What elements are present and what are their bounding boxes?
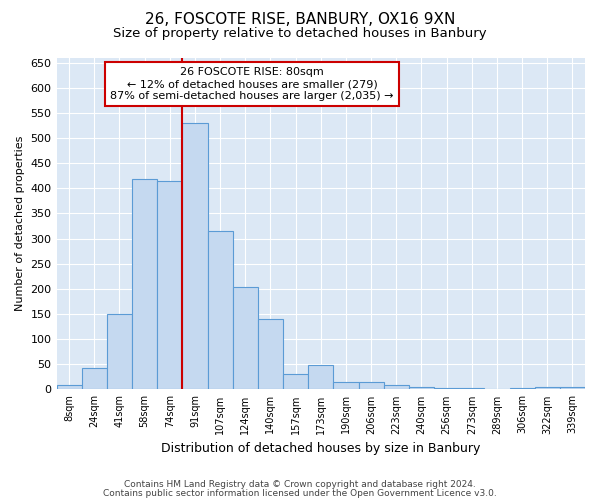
Bar: [283, 374, 308, 390]
Text: 26, FOSCOTE RISE, BANBURY, OX16 9XN: 26, FOSCOTE RISE, BANBURY, OX16 9XN: [145, 12, 455, 28]
Bar: [308, 366, 334, 390]
Bar: [409, 387, 434, 390]
Bar: [82, 368, 107, 390]
Bar: [509, 388, 535, 390]
Bar: [434, 388, 459, 390]
Bar: [157, 180, 182, 390]
Bar: [535, 387, 560, 390]
Bar: [334, 382, 359, 390]
X-axis label: Distribution of detached houses by size in Banbury: Distribution of detached houses by size …: [161, 442, 481, 455]
Bar: [383, 386, 409, 390]
Bar: [560, 387, 585, 390]
Text: Size of property relative to detached houses in Banbury: Size of property relative to detached ho…: [113, 28, 487, 40]
Bar: [359, 382, 383, 390]
Bar: [56, 386, 82, 390]
Bar: [233, 288, 258, 390]
Bar: [208, 231, 233, 390]
Bar: [459, 388, 484, 390]
Text: Contains HM Land Registry data © Crown copyright and database right 2024.: Contains HM Land Registry data © Crown c…: [124, 480, 476, 489]
Bar: [182, 123, 208, 390]
Text: Contains public sector information licensed under the Open Government Licence v3: Contains public sector information licen…: [103, 488, 497, 498]
Bar: [107, 314, 132, 390]
Bar: [132, 179, 157, 390]
Text: 26 FOSCOTE RISE: 80sqm
← 12% of detached houses are smaller (279)
87% of semi-de: 26 FOSCOTE RISE: 80sqm ← 12% of detached…: [110, 68, 394, 100]
Bar: [484, 389, 509, 390]
Y-axis label: Number of detached properties: Number of detached properties: [15, 136, 25, 311]
Bar: [258, 319, 283, 390]
